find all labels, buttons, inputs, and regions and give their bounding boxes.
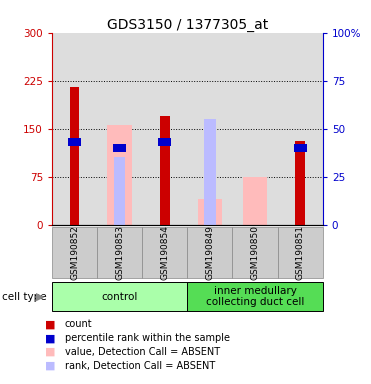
Bar bbox=[197, 199, 222, 225]
Bar bbox=[107, 126, 132, 225]
Bar bbox=[52, 282, 187, 311]
Bar bbox=[142, 227, 187, 278]
Bar bbox=[158, 138, 171, 146]
Text: GSM190850: GSM190850 bbox=[250, 225, 260, 280]
Text: GSM190849: GSM190849 bbox=[206, 225, 214, 280]
Text: ■: ■ bbox=[45, 333, 55, 343]
Bar bbox=[160, 116, 170, 225]
Text: rank, Detection Call = ABSENT: rank, Detection Call = ABSENT bbox=[65, 361, 215, 371]
Text: GSM190852: GSM190852 bbox=[70, 225, 79, 280]
Bar bbox=[187, 282, 323, 311]
Text: count: count bbox=[65, 319, 92, 329]
Text: ■: ■ bbox=[45, 319, 55, 329]
Title: GDS3150 / 1377305_at: GDS3150 / 1377305_at bbox=[107, 18, 268, 31]
Text: value, Detection Call = ABSENT: value, Detection Call = ABSENT bbox=[65, 347, 220, 357]
Text: cell type: cell type bbox=[2, 291, 46, 302]
Text: percentile rank within the sample: percentile rank within the sample bbox=[65, 333, 230, 343]
Text: ■: ■ bbox=[45, 361, 55, 371]
Bar bbox=[52, 227, 97, 278]
Bar bbox=[294, 144, 306, 152]
Bar bbox=[97, 227, 142, 278]
Bar bbox=[187, 227, 233, 278]
Text: GSM190851: GSM190851 bbox=[296, 225, 305, 280]
Text: ■: ■ bbox=[45, 347, 55, 357]
Bar bbox=[295, 141, 305, 225]
Text: GSM190853: GSM190853 bbox=[115, 225, 124, 280]
Text: inner medullary
collecting duct cell: inner medullary collecting duct cell bbox=[206, 286, 304, 308]
Bar bbox=[113, 144, 126, 152]
Bar bbox=[69, 87, 79, 225]
Bar bbox=[68, 138, 81, 146]
Bar bbox=[233, 227, 278, 278]
Bar bbox=[204, 119, 216, 225]
Bar bbox=[243, 177, 267, 225]
Bar bbox=[278, 227, 323, 278]
Bar bbox=[114, 157, 125, 225]
Text: ▶: ▶ bbox=[36, 291, 44, 302]
Text: GSM190854: GSM190854 bbox=[160, 225, 169, 280]
Text: control: control bbox=[101, 291, 138, 302]
